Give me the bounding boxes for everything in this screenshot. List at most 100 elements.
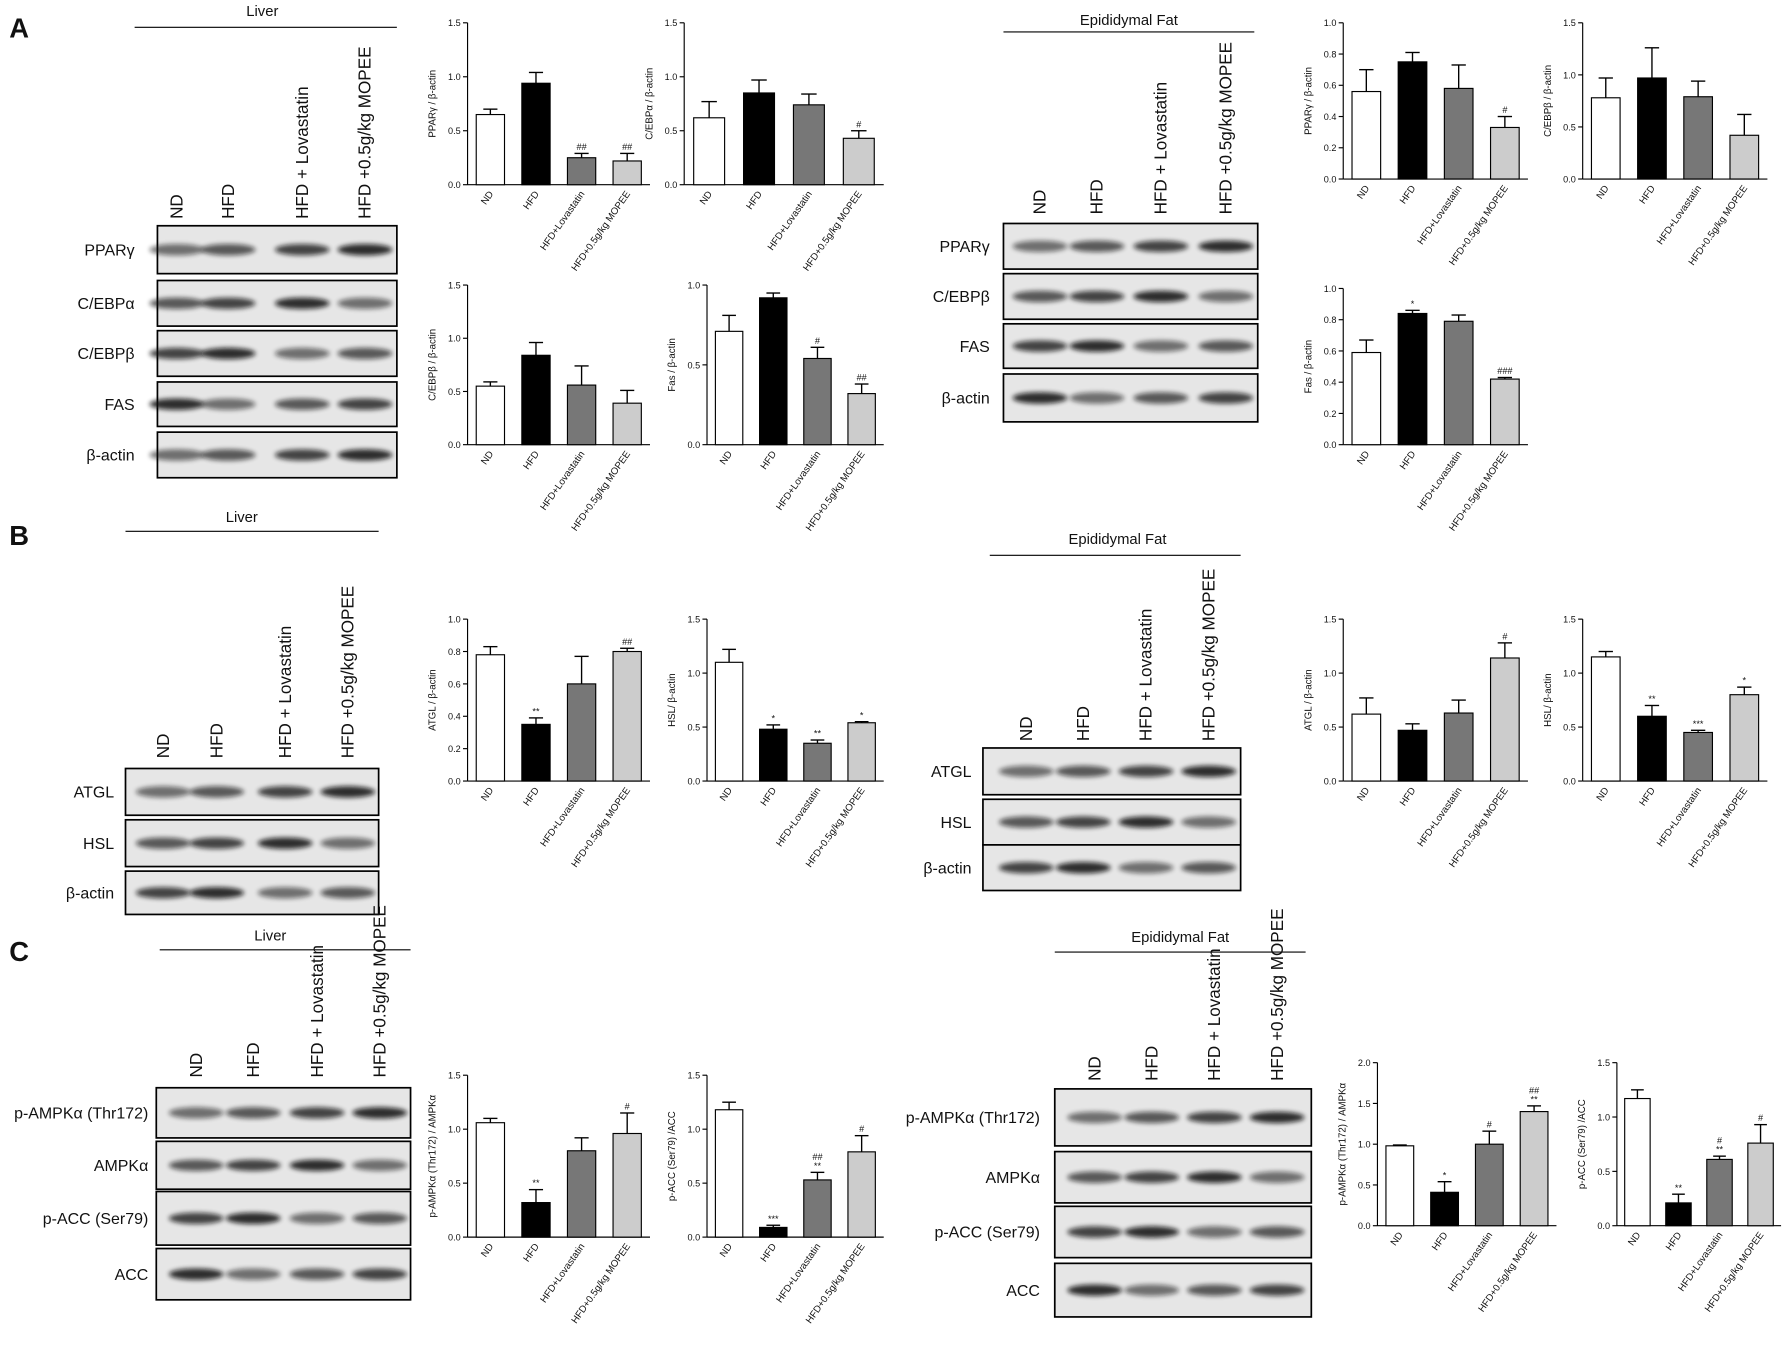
blot-band	[1198, 392, 1254, 404]
significance-label: **	[532, 706, 540, 716]
x-tick-label: HFD+0.5g/kg MOPEE	[801, 189, 865, 274]
y-tick-label: 1.0	[687, 1125, 700, 1135]
row-label: β-actin	[66, 885, 114, 902]
row-label: C/EBPα	[78, 296, 135, 313]
y-tick-label: 0.5	[1563, 122, 1576, 132]
bar	[1443, 320, 1474, 446]
y-tick-label: 1.0	[448, 1125, 461, 1135]
blot-band	[189, 837, 245, 849]
blot-band	[135, 837, 191, 849]
bar	[1706, 1158, 1733, 1227]
bar	[1397, 61, 1428, 180]
row-label: PPARγ	[940, 239, 990, 256]
bar	[1489, 126, 1520, 180]
x-tick-label: HFD	[1398, 449, 1418, 472]
y-tick-label: 0.0	[448, 1233, 461, 1243]
blot-band	[320, 786, 376, 798]
bar	[742, 92, 776, 186]
x-tick-label: HFD	[521, 449, 541, 472]
lane-label: HFD +0.5g/kg MOPEE	[1217, 42, 1236, 214]
y-tick-label: 1.0	[1324, 669, 1337, 679]
y-tick-label: 0.5	[687, 722, 700, 732]
bar	[612, 1132, 642, 1238]
significance-label: ***	[768, 1214, 779, 1224]
x-tick-label: HFD	[1637, 184, 1657, 207]
panel-label: C	[9, 936, 29, 967]
lane-label: HFD + Lovastatin	[293, 86, 312, 219]
blot-band	[135, 786, 191, 798]
blot-band	[1124, 1171, 1180, 1183]
bar	[1665, 1202, 1692, 1227]
y-tick-label: 1.5	[687, 1071, 700, 1081]
x-tick-label: HFD	[1398, 184, 1418, 207]
bar	[759, 297, 788, 446]
x-tick-label: HFD+Lovastatin	[774, 786, 823, 849]
x-tick-label: HFD	[1398, 786, 1418, 809]
bar	[612, 650, 642, 782]
blot-band	[225, 1268, 281, 1280]
x-tick-label: HFD+Lovastatin	[774, 1242, 823, 1305]
y-tick-label: 0.5	[1358, 1180, 1371, 1190]
blot-band	[1012, 340, 1068, 352]
bar	[1590, 97, 1621, 180]
blot-band	[189, 887, 245, 899]
blot-band	[1187, 1171, 1242, 1183]
x-tick-label: ND	[1389, 1230, 1406, 1248]
y-tick-label: 0.8	[1324, 315, 1337, 325]
y-tick-label: 1.0	[448, 615, 461, 625]
bar	[1489, 378, 1520, 446]
y-tick-label: 1.5	[448, 1071, 461, 1081]
x-tick-label: HFD+Lovastatin	[774, 449, 823, 512]
row-label: AMPKα	[986, 1170, 1040, 1187]
bar	[475, 385, 506, 446]
y-tick-label: 0.5	[665, 126, 678, 136]
blot-band	[1249, 1284, 1305, 1296]
blot-title: Liver	[254, 929, 286, 945]
significance-label: #	[1487, 1120, 1493, 1130]
blot-band	[189, 786, 245, 798]
x-tick-label: HFD+Lovastatin	[766, 189, 815, 252]
y-axis-label: PPARγ / β-actin	[428, 70, 439, 138]
y-tick-label: 0.2	[448, 744, 461, 754]
lane-label: HFD	[207, 723, 226, 758]
y-tick-label: 0.2	[1324, 143, 1337, 153]
x-tick-label: HFD	[759, 449, 779, 472]
y-tick-label: 1.5	[1597, 1058, 1610, 1068]
blot-band	[289, 1268, 345, 1280]
significance-label: #	[1502, 105, 1508, 115]
blot-band	[1067, 1111, 1123, 1124]
row-label: ACC	[1006, 1283, 1040, 1300]
bar	[1443, 712, 1474, 782]
x-tick-label: HFD	[521, 786, 541, 809]
blot-band	[1069, 340, 1125, 352]
x-tick-label: ND	[479, 786, 496, 804]
significance-label: ###	[1497, 366, 1513, 376]
blot-band	[1118, 765, 1174, 778]
significance-label: **	[1531, 1094, 1539, 1104]
bar	[566, 157, 597, 186]
blot-band	[1187, 1226, 1242, 1238]
blot-band	[225, 1212, 281, 1225]
lane-label: ND	[1031, 190, 1050, 215]
bar	[612, 402, 642, 446]
x-tick-label: ND	[718, 449, 735, 467]
lane-label: HFD +0.5g/kg MOPEE	[1268, 908, 1287, 1080]
significance-label: *	[1443, 1170, 1447, 1180]
blot-band	[1133, 340, 1189, 352]
y-axis-label: HSL/ β-actin	[1543, 673, 1554, 727]
bar	[612, 160, 642, 186]
blot-band	[1124, 1111, 1180, 1124]
row-label: p-AMPKα (Thr172)	[14, 1106, 148, 1123]
blot-band	[289, 1159, 345, 1171]
bar	[1729, 134, 1760, 180]
lane-label: HFD	[1074, 706, 1093, 741]
y-tick-label: 0.0	[448, 180, 461, 190]
x-tick-label: HFD+Lovastatin	[1655, 184, 1704, 247]
x-tick-label: ND	[479, 189, 496, 207]
blot-band	[998, 765, 1054, 778]
x-tick-label: HFD+Lovastatin	[1655, 786, 1704, 849]
bar	[714, 661, 744, 782]
blot-band	[337, 398, 393, 410]
bar	[1519, 1111, 1549, 1227]
y-tick-label: 1.0	[1324, 18, 1337, 28]
